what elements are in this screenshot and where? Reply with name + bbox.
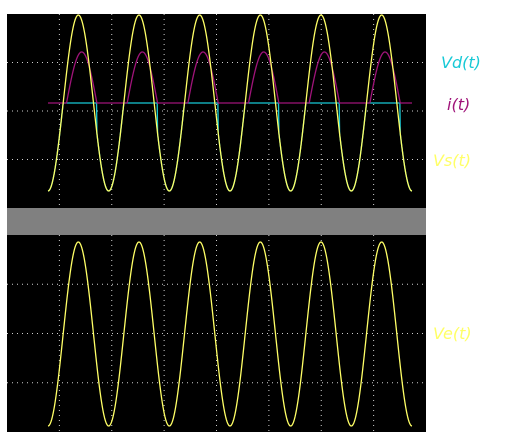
legend-label-vd: Vd(t) (441, 53, 481, 72)
trace-it (48, 51, 412, 104)
screen-separator (7, 208, 426, 235)
legend-label-i: i(t) (447, 95, 471, 114)
trace-vst (47, 14, 413, 192)
trace-vet (47, 241, 413, 427)
lower-traces (47, 241, 413, 427)
upper-scope-screen (7, 14, 426, 208)
upper-traces (47, 14, 413, 192)
lower-scope-screen (7, 235, 426, 432)
legend-label-vs: Vs(t) (433, 151, 472, 170)
legend-label-ve: Ve(t) (433, 324, 472, 343)
